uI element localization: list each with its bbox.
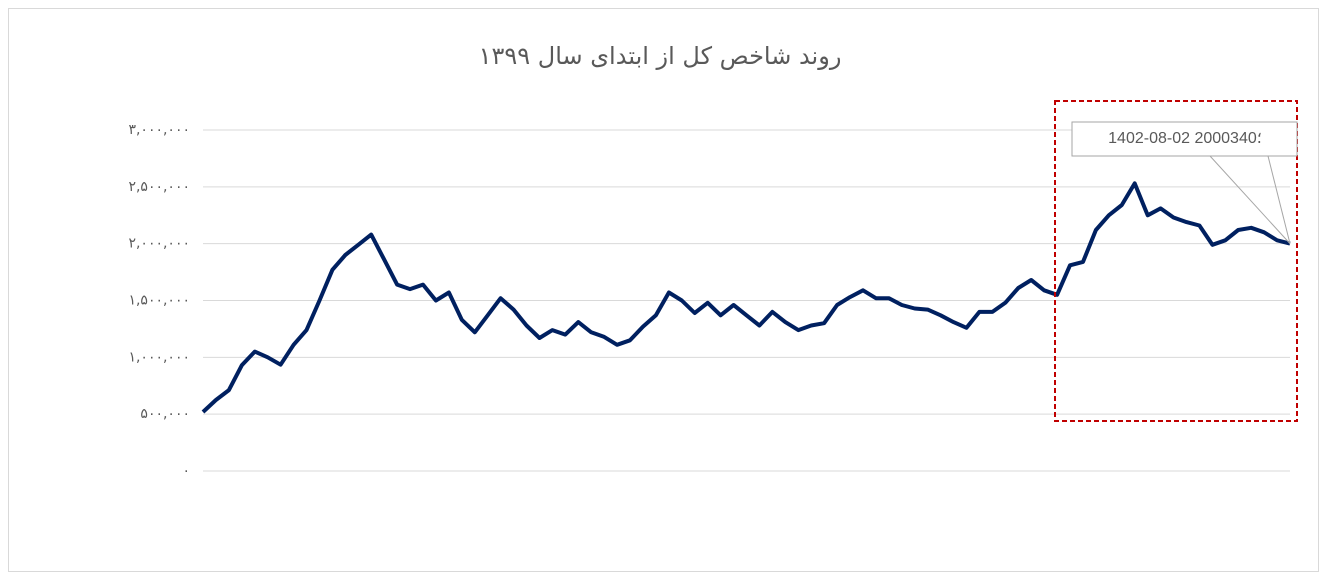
plot [201, 181, 1291, 414]
y-tick-label: ۱,۰۰۰,۰۰۰ [128, 349, 190, 365]
annotation: 1402-08-02 ؛2000340 [1071, 121, 1298, 244]
leader-line [1209, 155, 1291, 244]
y-tick-label: ۵۰۰,۰۰۰ [140, 406, 190, 422]
leader-line [1267, 155, 1291, 244]
y-tick-label: ۲,۵۰۰,۰۰۰ [128, 179, 190, 195]
highlight-box [1054, 100, 1298, 422]
annotation-box [1071, 121, 1298, 157]
chart-border [8, 8, 1319, 572]
y-tick-label: ۱,۵۰۰,۰۰۰ [128, 293, 190, 309]
y-tick-label: ۰ [182, 463, 190, 479]
line-series [201, 181, 1291, 414]
annotation-text: 1402-08-02 ؛2000340 [1108, 130, 1262, 147]
grid: ۰ ۵۰۰,۰۰۰ ۱,۰۰۰,۰۰۰ ۱,۵۰۰,۰۰۰ ۲,۰۰۰,۰۰۰ ۲,۵۰۰… [128, 122, 1290, 479]
y-tick-label: ۲,۰۰۰,۰۰۰ [128, 236, 190, 252]
chart-title: روند شاخص کل از ابتدای سال ۱۳۹۹ [479, 42, 842, 70]
y-tick-label: ۳,۰۰۰,۰۰۰ [128, 122, 190, 138]
